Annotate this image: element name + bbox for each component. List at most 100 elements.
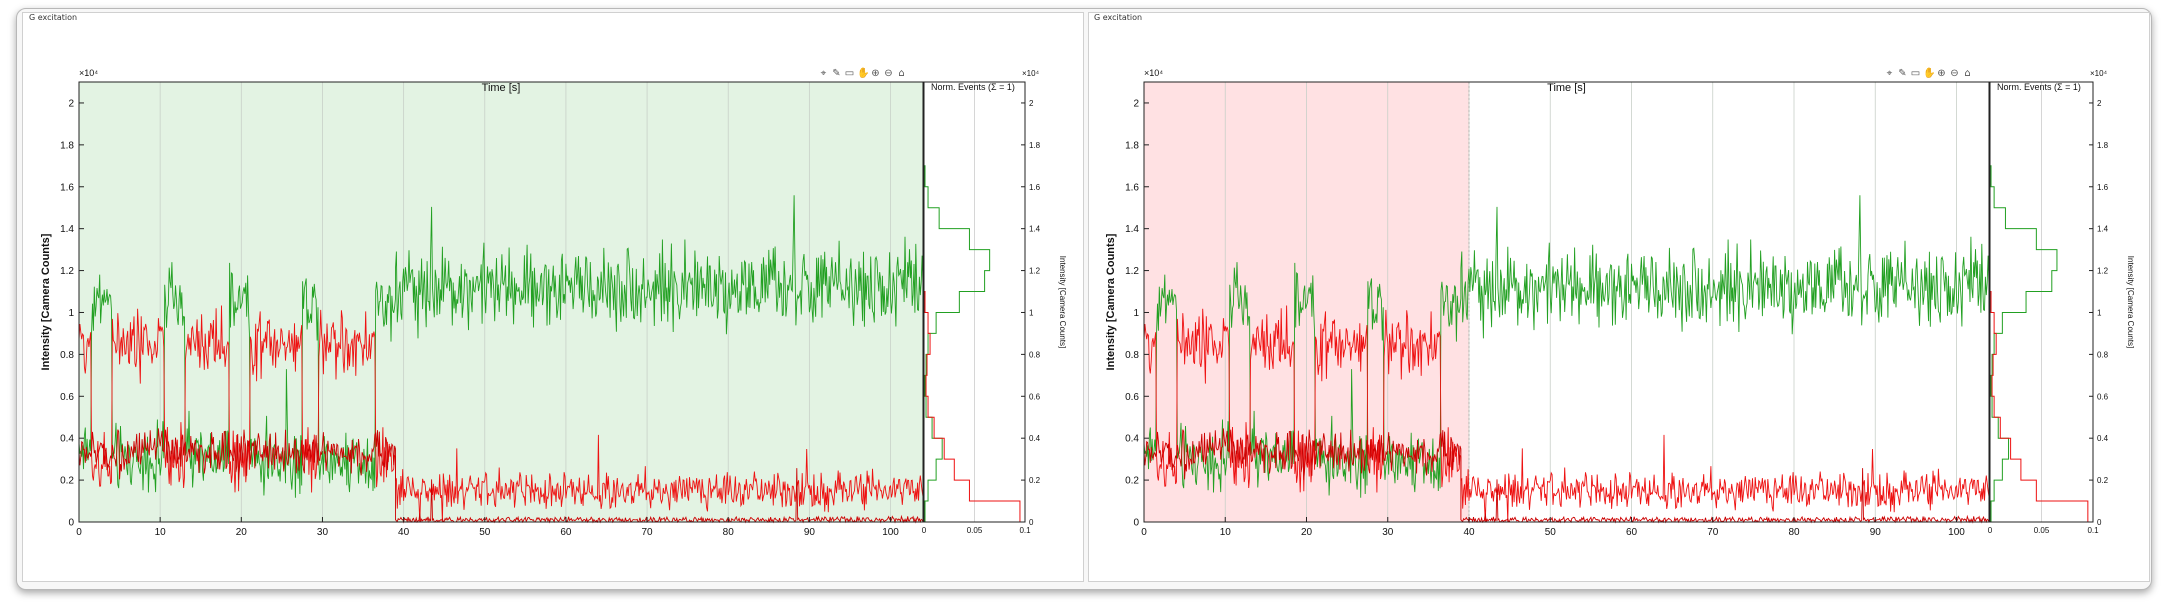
hist-x-tick-label: 0.05 bbox=[2034, 526, 2050, 535]
data-cursor-icon[interactable]: ⌖ bbox=[820, 68, 827, 79]
home-icon[interactable]: ⌂ bbox=[1964, 68, 1971, 79]
x-tick-label: 30 bbox=[1382, 527, 1394, 538]
data-cursor-icon[interactable]: ⌖ bbox=[1886, 68, 1893, 79]
hist-axes-box bbox=[923, 81, 1026, 523]
hist-y-tick-label: 1 bbox=[2097, 308, 2102, 317]
hist-y-tick-label: 2 bbox=[1029, 99, 1034, 108]
hist-y-tick-label: 0.2 bbox=[1029, 476, 1041, 485]
pan-icon[interactable]: ✋ bbox=[1923, 68, 1936, 79]
y-tick-label: 1.2 bbox=[1125, 266, 1139, 277]
pan-icon[interactable]: ✋ bbox=[857, 68, 870, 79]
y-tick-label: 2 bbox=[1133, 98, 1139, 109]
x-tick-label: 50 bbox=[1545, 527, 1557, 538]
y-tick-label: 0.8 bbox=[1125, 350, 1139, 361]
hist-y-exponent: ×10⁴ bbox=[2090, 69, 2108, 78]
y-tick-label: 0 bbox=[1133, 518, 1139, 529]
y-tick-label: 1.4 bbox=[60, 224, 74, 235]
y-tick-label: 1.2 bbox=[60, 266, 74, 277]
x-tick-label: 20 bbox=[1301, 527, 1313, 538]
y-axis-label: Intensity [Camera Counts] bbox=[40, 233, 52, 370]
x-tick-label: 0 bbox=[1141, 527, 1147, 538]
hist-y-tick-label: 0 bbox=[2097, 518, 2102, 527]
x-tick-label: 100 bbox=[1948, 527, 1965, 538]
x-tick-label: 40 bbox=[1463, 527, 1475, 538]
y-tick-label: 0.8 bbox=[60, 350, 74, 361]
x-tick-label: 70 bbox=[1707, 527, 1719, 538]
zoom-out-icon[interactable]: ⊖ bbox=[1950, 68, 1959, 79]
home-icon[interactable]: ⌂ bbox=[898, 68, 905, 79]
hist-title: Norm. Events (Σ = 1) bbox=[931, 82, 1015, 92]
panel-title-right: G excitation bbox=[1094, 13, 1143, 22]
hist-y-tick-label: 1.2 bbox=[1029, 267, 1041, 276]
hist-y-tick-label: 1 bbox=[1029, 308, 1034, 317]
chart-title: Time [s] bbox=[482, 82, 521, 94]
y-tick-label: 0.6 bbox=[1125, 392, 1139, 403]
hist-y-tick-label: 1.4 bbox=[2097, 225, 2109, 234]
legend-icon[interactable]: ▭ bbox=[844, 68, 855, 79]
trace-red-1 bbox=[1143, 305, 1990, 523]
x-tick-label: 60 bbox=[1626, 527, 1638, 538]
x-tick-label: 90 bbox=[1870, 527, 1882, 538]
x-tick-label: 20 bbox=[236, 527, 248, 538]
x-tick-label: 10 bbox=[155, 527, 167, 538]
y-tick-label: 1.6 bbox=[60, 182, 74, 193]
axes-box bbox=[1143, 81, 1990, 523]
axes-box bbox=[78, 81, 924, 523]
y-tick-label: 0.4 bbox=[1125, 434, 1139, 445]
zoom-in-icon[interactable]: ⊕ bbox=[1937, 68, 1946, 79]
axes-toolbar-left: ⌖ ✎ ▭ ✋ ⊕ ⊖ ⌂ bbox=[818, 63, 909, 79]
hist-y-tick-label: 0.8 bbox=[2097, 350, 2109, 359]
trace-green-0 bbox=[1143, 195, 1990, 498]
hist-x-tick-label: 0 bbox=[1988, 526, 1993, 535]
y-tick-label: 0.2 bbox=[1125, 476, 1139, 487]
y-tick-label: 0 bbox=[68, 518, 74, 529]
y-tick-label: 1.8 bbox=[1125, 140, 1139, 151]
brush-icon[interactable]: ✎ bbox=[832, 68, 841, 79]
hist-y-tick-label: 0.6 bbox=[1029, 392, 1041, 401]
hist-y-tick-label: 1.2 bbox=[2097, 267, 2109, 276]
x-tick-label: 50 bbox=[479, 527, 491, 538]
hist-x-tick-label: 0.1 bbox=[2087, 526, 2099, 535]
hist-y-tick-label: 2 bbox=[2097, 99, 2102, 108]
hist-y-tick-label: 0.4 bbox=[1029, 434, 1041, 443]
axes-toolbar-right: ⌖ ✎ ▭ ✋ ⊕ ⊖ ⌂ bbox=[1884, 63, 1975, 79]
panel-title-left: G excitation bbox=[29, 13, 78, 22]
y-tick-label: 1.6 bbox=[1125, 182, 1139, 193]
zoom-in-icon[interactable]: ⊕ bbox=[871, 68, 880, 79]
hist-y-tick-label: 0 bbox=[1029, 518, 1034, 527]
hist-x-tick-label: 0.1 bbox=[1019, 526, 1031, 535]
histogram-1: 0 0.05 0.100.20.40.60.811.21.41.61.82×10⁴N… bbox=[1988, 69, 2135, 535]
y-tick-label: 1 bbox=[1133, 308, 1139, 319]
hist-y-tick-label: 1.6 bbox=[2097, 183, 2109, 192]
hist-y-tick-label: 1.6 bbox=[1029, 183, 1041, 192]
hist-y-axis-label: Intensity [Camera Counts] bbox=[2126, 256, 2135, 348]
hist-y-exponent: ×10⁴ bbox=[1022, 69, 1040, 78]
chart-1: 0 10 20 30 40 50 60 70 80 90 10000.20.40.60.811.21… bbox=[1105, 68, 2135, 538]
hist-y-tick-label: 0.6 bbox=[2097, 392, 2109, 401]
trace-green-0 bbox=[78, 195, 924, 498]
x-tick-label: 80 bbox=[723, 527, 735, 538]
hist-x-tick-label: 0.05 bbox=[967, 526, 983, 535]
hist-red bbox=[1990, 291, 2089, 523]
y-axis-label: Intensity [Camera Counts] bbox=[1105, 233, 1117, 370]
hist-y-tick-label: 0.2 bbox=[2097, 476, 2109, 485]
x-tick-label: 0 bbox=[76, 527, 82, 538]
y-tick-label: 1 bbox=[68, 308, 74, 319]
hist-y-tick-label: 1.8 bbox=[1029, 141, 1041, 150]
x-tick-label: 90 bbox=[804, 527, 816, 538]
brush-icon[interactable]: ✎ bbox=[1898, 68, 1907, 79]
legend-icon[interactable]: ▭ bbox=[1910, 68, 1921, 79]
x-tick-label: 60 bbox=[560, 527, 572, 538]
hist-axes-box bbox=[1989, 81, 2094, 523]
hist-x-tick-label: 0 bbox=[922, 526, 927, 535]
zoom-out-icon[interactable]: ⊖ bbox=[884, 68, 893, 79]
y-exponent-label: ×10⁴ bbox=[79, 68, 98, 78]
hist-title: Norm. Events (Σ = 1) bbox=[1997, 82, 2081, 92]
hist-red bbox=[924, 291, 1021, 523]
x-tick-label: 10 bbox=[1220, 527, 1232, 538]
y-tick-label: 0.4 bbox=[60, 434, 74, 445]
x-tick-label: 100 bbox=[882, 527, 899, 538]
chart-title: Time [s] bbox=[1547, 82, 1586, 94]
x-tick-label: 80 bbox=[1788, 527, 1800, 538]
